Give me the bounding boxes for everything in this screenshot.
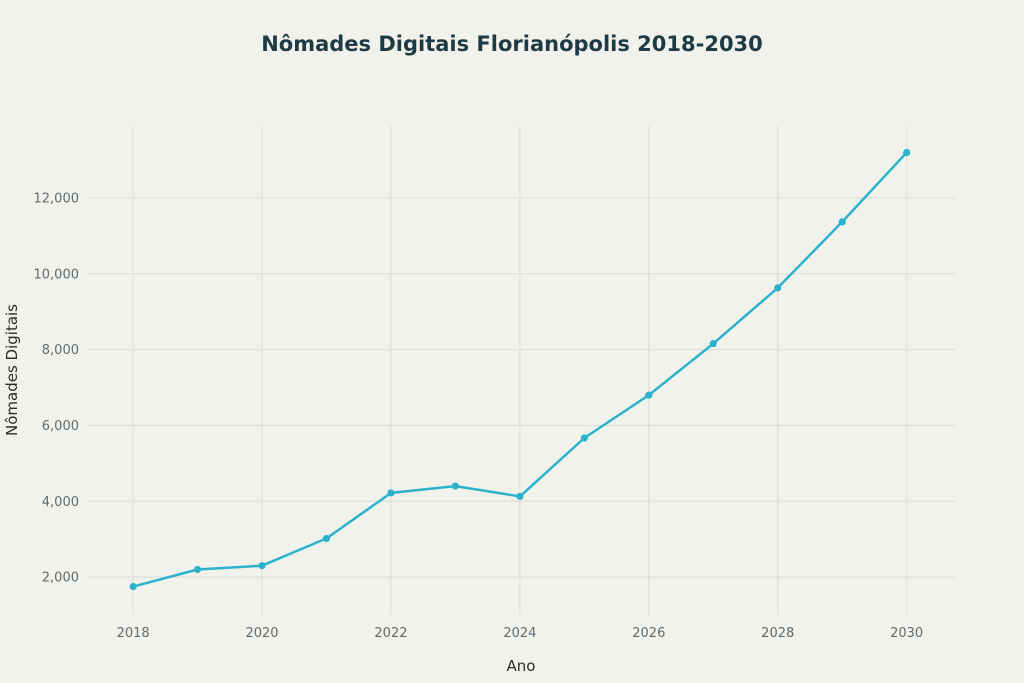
x-axis-title: Ano <box>507 657 536 675</box>
data-point <box>709 339 717 348</box>
data-point <box>580 434 588 442</box>
y-tick-label: 2,000 <box>42 571 79 586</box>
y-tick-label: 4,000 <box>42 495 79 510</box>
series-layer <box>129 148 911 591</box>
grid <box>88 126 955 615</box>
chart-title: Nômades Digitais Florianópolis 2018-2030 <box>261 32 763 56</box>
data-point <box>451 482 460 490</box>
y-axis-title: Nômades Digitais <box>3 304 21 436</box>
y-tick-label: 10,000 <box>34 267 80 282</box>
y-tick-label: 8,000 <box>42 343 79 358</box>
data-point <box>838 218 846 226</box>
y-tick-label: 6,000 <box>42 419 79 434</box>
data-point <box>129 582 137 591</box>
data-point <box>193 565 202 574</box>
data-point <box>387 489 395 497</box>
x-tick-label: 2028 <box>761 626 794 641</box>
x-axis-ticks: 2018 2020 2022 2024 2026 2028 2030 <box>117 626 924 641</box>
data-point <box>645 391 653 399</box>
x-tick-label: 2020 <box>245 626 278 641</box>
data-point <box>774 284 782 292</box>
x-tick-label: 2024 <box>503 626 536 641</box>
x-tick-label: 2022 <box>374 626 407 641</box>
data-point <box>322 534 331 543</box>
data-point <box>258 562 266 570</box>
data-point <box>903 148 911 157</box>
y-axis-ticks: 2,000 4,000 6,000 8,000 10,000 12,000 <box>34 192 80 586</box>
data-point <box>516 492 524 500</box>
x-tick-label: 2026 <box>632 626 665 641</box>
x-tick-label: 2030 <box>890 626 923 641</box>
x-tick-label: 2018 <box>117 626 150 641</box>
y-tick-label: 12,000 <box>34 192 80 207</box>
